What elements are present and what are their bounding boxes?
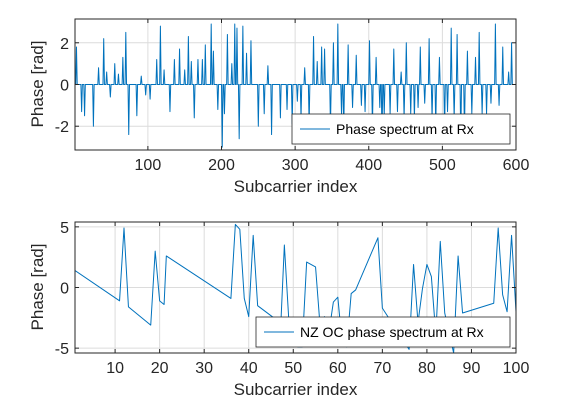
legend-label: Phase spectrum at Rx — [336, 121, 474, 137]
legend: Phase spectrum at Rx — [291, 113, 511, 145]
legend: NZ OC phase spectrum at Rx — [255, 316, 511, 348]
x-tick-label: 20 — [151, 360, 169, 377]
x-tick-label: 50 — [284, 360, 302, 377]
x-tick-label: 100 — [135, 157, 162, 174]
x-tick-label: 500 — [429, 157, 456, 174]
x-axis-label: Subcarrier index — [234, 380, 358, 399]
x-tick-label: 100 — [503, 360, 530, 377]
x-tick-label: 200 — [208, 157, 235, 174]
y-tick-label: -5 — [55, 341, 69, 358]
x-tick-label: 300 — [282, 157, 309, 174]
x-tick-label: 400 — [355, 157, 382, 174]
y-tick-label: 2 — [60, 36, 69, 53]
y-tick-label: -2 — [55, 119, 69, 136]
y-tick-label: 5 — [60, 220, 69, 237]
x-axis-label: Subcarrier index — [234, 177, 358, 196]
chart-2: 10 20 30 40 50 60 70 80 90 100 -5 0 5 Subcarrier inde… — [28, 220, 529, 399]
y-axis-label: Phase [rad] — [28, 244, 47, 331]
x-tick-label: 80 — [418, 360, 436, 377]
x-tick-label: 90 — [463, 360, 481, 377]
chart-1: 100 200 300 400 500 600 -2 0 2 Subcarrier index Ph… — [28, 18, 530, 196]
x-tick-label: 30 — [195, 360, 213, 377]
y-axis-label: Phase [rad] — [28, 41, 47, 128]
legend-box — [255, 316, 511, 348]
y-tick-label: 0 — [60, 281, 69, 298]
x-tick-label: 60 — [329, 360, 347, 377]
x-tick-label: 70 — [373, 360, 391, 377]
x-tick-label: 40 — [240, 360, 258, 377]
y-tick-label: 0 — [60, 78, 69, 95]
x-tick-label: 600 — [503, 157, 530, 174]
x-tick-label: 10 — [106, 360, 124, 377]
series-line-1 — [75, 23, 516, 148]
legend-label: NZ OC phase spectrum at Rx — [300, 324, 484, 340]
